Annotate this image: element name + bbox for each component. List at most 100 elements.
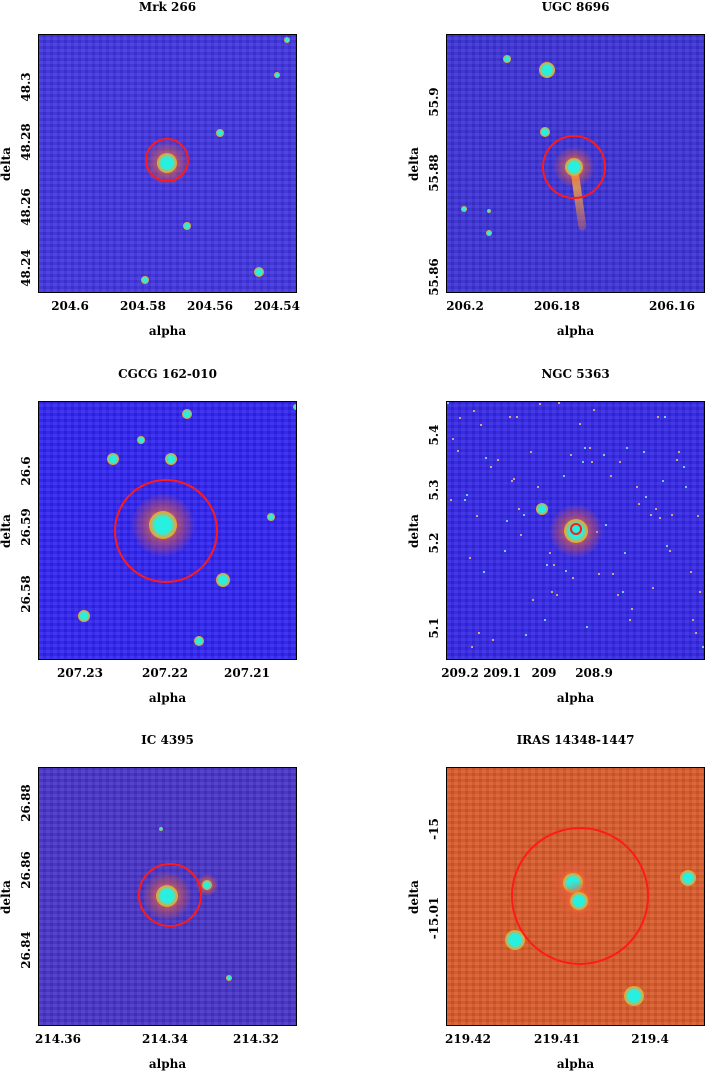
background-star	[636, 486, 638, 488]
x-tick-label: 219.42	[445, 1032, 491, 1046]
star-source	[216, 573, 230, 587]
y-axis-label: delta	[407, 146, 421, 181]
background-star	[589, 447, 591, 449]
background-star	[655, 508, 657, 510]
x-tick-label: 219.41	[534, 1032, 580, 1046]
background-star	[447, 402, 449, 404]
y-tick-label: 26.6	[19, 456, 33, 486]
y-tick-label: 55.9	[427, 87, 441, 117]
star-source	[536, 503, 548, 515]
x-tick-label: 214.32	[233, 1032, 279, 1046]
background-star	[525, 634, 527, 636]
sky-image	[446, 767, 705, 1026]
x-tick-label: 204.6	[51, 299, 89, 313]
y-tick-label: 26.84	[19, 931, 33, 969]
x-tick-label: 209.2	[441, 666, 479, 680]
background-star	[513, 478, 515, 480]
background-star	[692, 619, 694, 621]
star-source	[539, 62, 555, 78]
background-star	[678, 451, 680, 453]
background-star	[645, 496, 647, 498]
x-tick-label: 206.16	[649, 299, 695, 313]
panel-title: IC 4395	[141, 733, 194, 747]
background-star	[473, 410, 475, 412]
background-star	[619, 461, 621, 463]
background-star	[537, 486, 539, 488]
x-axis-label: alpha	[148, 1057, 187, 1071]
background-star	[506, 520, 508, 522]
y-tick-label: -15	[427, 818, 441, 840]
y-axis-label: delta	[0, 146, 13, 181]
star-source	[461, 206, 467, 212]
y-tick-label: 48.3	[19, 72, 33, 102]
star-source	[194, 636, 204, 646]
star-source	[78, 610, 90, 622]
background-star	[662, 480, 664, 482]
y-tick-label: 5.2	[427, 532, 441, 554]
background-star	[518, 508, 520, 510]
background-star	[598, 573, 600, 575]
x-tick-label: 207.23	[57, 666, 103, 680]
background-star	[452, 438, 454, 440]
background-star	[539, 403, 541, 405]
sky-image	[38, 767, 297, 1026]
star-source	[165, 453, 177, 465]
y-tick-label: 5.4	[427, 424, 441, 446]
y-tick-label: 55.88	[427, 154, 441, 192]
background-star	[631, 608, 633, 610]
background-star	[464, 499, 466, 501]
sky-image	[38, 401, 297, 660]
star-source	[254, 267, 264, 277]
background-star	[558, 402, 560, 404]
background-star	[666, 545, 668, 547]
y-axis-label: delta	[0, 879, 13, 914]
background-star	[551, 591, 553, 593]
x-axis-label: alpha	[556, 691, 595, 705]
y-tick-label: 48.28	[19, 123, 33, 161]
background-star	[544, 619, 546, 621]
sky-image	[446, 34, 705, 293]
aperture-circle	[145, 138, 189, 182]
background-star	[612, 573, 614, 575]
y-tick-label: 48.26	[19, 188, 33, 226]
y-tick-label: 5.1	[427, 617, 441, 639]
background-star	[683, 466, 685, 468]
star-source	[216, 129, 224, 137]
y-tick-label: 5.3	[427, 479, 441, 501]
panel-title: IRAS 14348-1447	[516, 733, 635, 747]
star-source	[141, 276, 149, 284]
x-tick-label: 207.22	[142, 666, 188, 680]
background-star	[497, 459, 499, 461]
star-source	[183, 222, 191, 230]
background-star	[664, 416, 666, 418]
x-tick-label: 208.9	[575, 666, 613, 680]
star-source	[159, 827, 163, 831]
y-tick-label: 26.58	[19, 575, 33, 613]
background-star	[530, 451, 532, 453]
background-star	[492, 639, 494, 641]
background-star	[669, 550, 671, 552]
background-star	[532, 599, 534, 601]
background-star	[570, 454, 572, 456]
galaxy-core	[202, 880, 212, 890]
panel-title: Mrk 266	[138, 0, 197, 14]
background-star	[478, 632, 480, 634]
background-star	[657, 416, 659, 418]
background-star	[643, 451, 645, 453]
background-star	[586, 626, 588, 628]
background-star	[690, 571, 692, 573]
background-star	[466, 494, 468, 496]
background-star	[584, 447, 586, 449]
background-star	[471, 646, 473, 648]
y-tick-label: 55.86	[427, 258, 441, 296]
x-tick-label: 206.2	[446, 299, 484, 313]
background-star	[591, 461, 593, 463]
x-axis-label: alpha	[148, 324, 187, 338]
x-tick-label: 204.58	[120, 299, 166, 313]
y-tick-label: 26.59	[19, 508, 33, 546]
star-source	[137, 436, 145, 444]
background-star	[457, 450, 459, 452]
x-axis-label: alpha	[556, 1057, 595, 1071]
background-star	[685, 486, 687, 488]
background-star	[483, 571, 485, 573]
